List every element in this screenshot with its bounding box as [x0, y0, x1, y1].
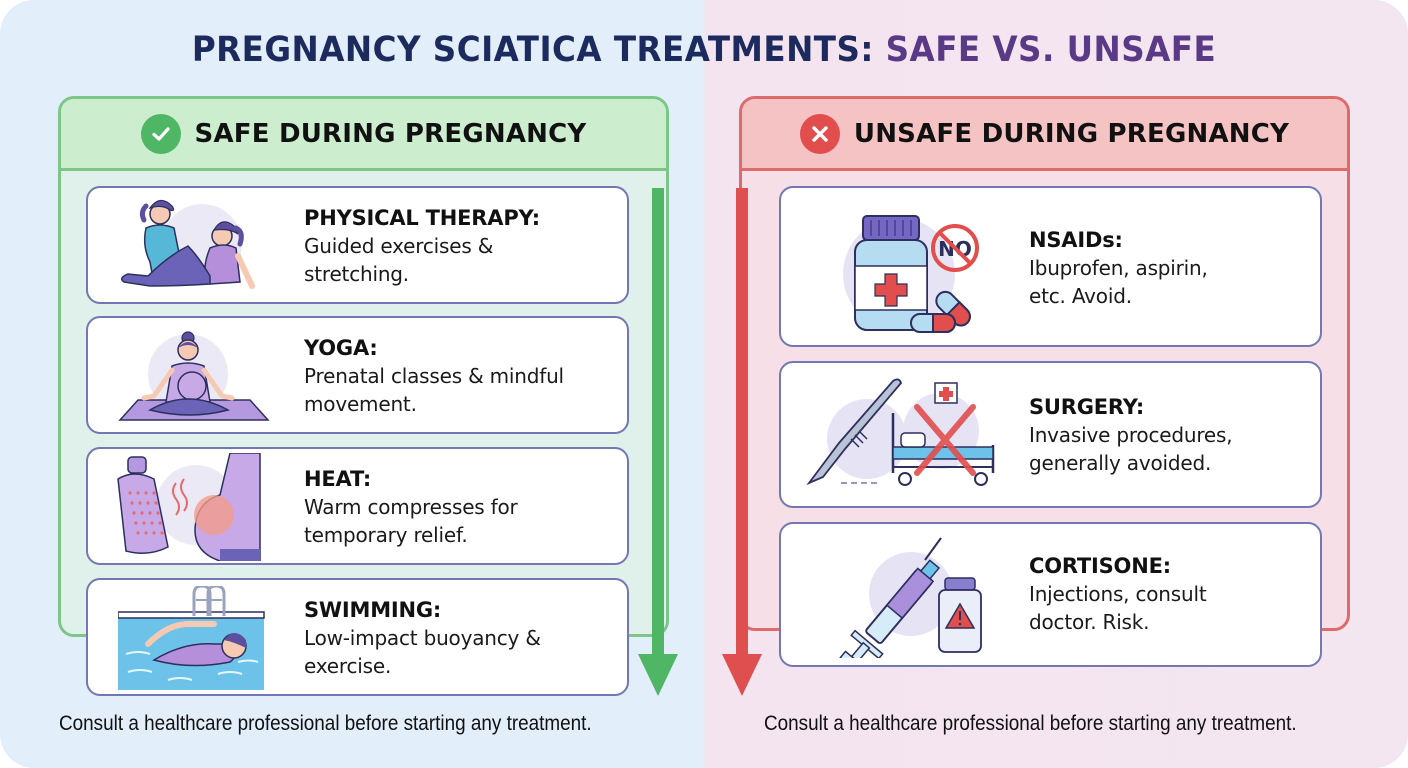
- check-circle-icon: [140, 113, 181, 154]
- safe-card-swimming: SWIMMING: Low-impact buoyancy & exercise…: [86, 578, 629, 696]
- card-heading: SURGERY:: [1029, 395, 1145, 419]
- safe-card-physical-therapy: PHYSICAL THERAPY: Guided exercises & str…: [86, 186, 629, 304]
- card-description-line: Guided exercises &: [304, 234, 494, 258]
- safe-panel-title: SAFE DURING PREGNANCY: [194, 118, 587, 149]
- safe-card-text: YOGA: Prenatal classes & mindful movemen…: [304, 334, 617, 418]
- swimming-icon: [117, 584, 268, 690]
- title-accent: SAFE VS. UNSAFE: [885, 30, 1217, 70]
- card-description-line: Low-impact buoyancy &: [304, 626, 541, 650]
- card-description-line: temporary relief.: [304, 523, 468, 547]
- unsafe-card-text: SURGERY: Invasive procedures, generally …: [1029, 393, 1310, 477]
- safe-panel-header: SAFE DURING PREGNANCY: [61, 99, 666, 171]
- card-description-line: exercise.: [304, 654, 392, 678]
- card-heading: SWIMMING:: [304, 598, 442, 622]
- card-description-line: Invasive procedures,: [1029, 423, 1233, 447]
- card-heading: PHYSICAL THERAPY:: [304, 206, 540, 230]
- safe-card-heat: HEAT: Warm compresses for temporary reli…: [86, 447, 629, 565]
- safe-card-yoga: YOGA: Prenatal classes & mindful movemen…: [86, 316, 629, 434]
- safe-card-text: PHYSICAL THERAPY: Guided exercises & str…: [304, 204, 617, 288]
- unsafe-card-surgery: SURGERY: Invasive procedures, generally …: [779, 361, 1322, 508]
- card-description-line: etc. Avoid.: [1029, 284, 1132, 308]
- safe-card-text: SWIMMING: Low-impact buoyancy & exercise…: [304, 596, 617, 680]
- unsafe-footer-note: Consult a healthcare professional before…: [764, 712, 1297, 735]
- safe-card-text: HEAT: Warm compresses for temporary reli…: [304, 465, 617, 549]
- card-description-line: Warm compresses for: [304, 495, 518, 519]
- unsafe-card-text: CORTISONE: Injections, consult doctor. R…: [1029, 552, 1310, 636]
- pill-bottle-icon: NO: [801, 204, 1001, 334]
- physical-therapy-icon: [110, 192, 270, 300]
- page-title: PREGNANCY SCIATICA TREATMENTS: SAFE VS. …: [49, 30, 1358, 70]
- card-description-line: generally avoided.: [1029, 451, 1212, 475]
- unsafe-card-text: NSAIDs: Ibuprofen, aspirin, etc. Avoid.: [1029, 226, 1310, 310]
- card-description-line: Injections, consult: [1029, 582, 1207, 606]
- card-description-line: movement.: [304, 392, 417, 416]
- unsafe-panel-title: UNSAFE DURING PREGNANCY: [853, 118, 1290, 149]
- card-description-line: Prenatal classes & mindful: [304, 364, 564, 388]
- syringe-icon: [801, 534, 1001, 675]
- card-description-line: doctor. Risk.: [1029, 610, 1150, 634]
- surgery-icon: [801, 375, 1001, 499]
- green-down-arrow-icon: [638, 188, 678, 696]
- x-circle-icon: [799, 113, 840, 154]
- unsafe-card-cortisone: CORTISONE: Injections, consult doctor. R…: [779, 522, 1322, 675]
- card-description-line: Ibuprofen, aspirin,: [1029, 256, 1208, 280]
- card-heading: HEAT:: [304, 467, 372, 491]
- card-heading: YOGA:: [304, 336, 378, 360]
- hot-water-bottle-icon: [110, 452, 270, 562]
- card-description-line: stretching.: [304, 262, 409, 286]
- unsafe-card-nsaids: NO NSAIDs: Ibuprofen, aspirin, etc. Avoi…: [779, 186, 1322, 347]
- red-down-arrow-icon: [722, 188, 762, 696]
- safe-footer-note: Consult a healthcare professional before…: [59, 712, 592, 735]
- card-heading: CORTISONE:: [1029, 554, 1171, 578]
- card-heading: NSAIDs:: [1029, 228, 1123, 252]
- yoga-icon: [110, 322, 270, 430]
- title-main: PREGNANCY SCIATICA TREATMENTS:: [191, 30, 886, 70]
- unsafe-panel-header: UNSAFE DURING PREGNANCY: [742, 99, 1347, 171]
